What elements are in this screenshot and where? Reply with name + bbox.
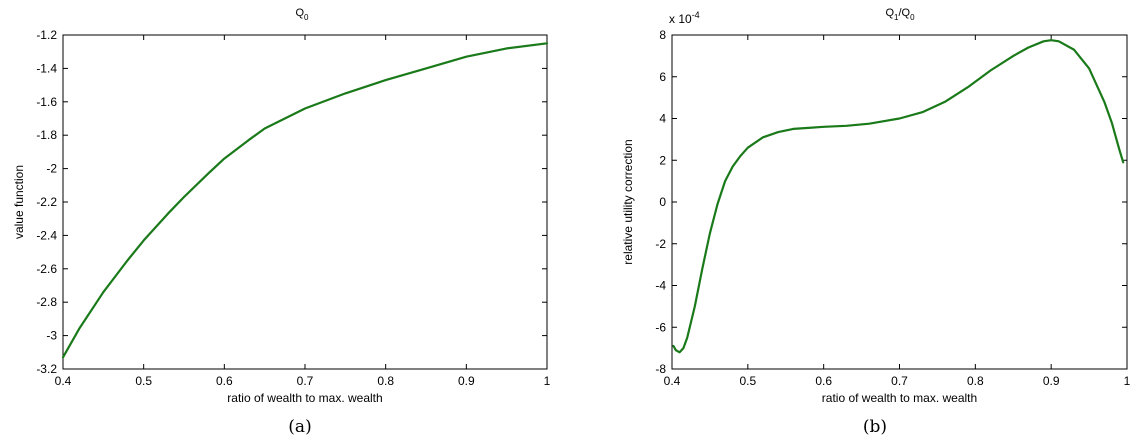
- y-tick-label: -1.4: [36, 61, 57, 75]
- y-tick-label: -6: [655, 320, 666, 334]
- y-tick-label: -1.2: [36, 28, 57, 42]
- scale-base: x 10: [669, 12, 692, 26]
- x-tick-label: 0.6: [815, 374, 832, 388]
- title-subscript-2: 0: [910, 13, 915, 22]
- panel-b: 0.4 0.5 0.6 0.7 0.8 0.9 1 -8 -6 -4 -2 0 2 4 6 8 ratio of…: [621, 7, 1131, 437]
- x-tick-label: 0.8: [967, 374, 984, 388]
- y-tick-label: 2: [659, 153, 666, 167]
- y-tick-label: 8: [659, 28, 666, 42]
- y-tick-label: -2.6: [36, 262, 57, 276]
- x-tick-label: 0.5: [739, 374, 756, 388]
- y-tick-label: 6: [659, 70, 666, 84]
- chart-title: Q1/Q0: [885, 7, 915, 22]
- y-tick-label: 4: [659, 112, 666, 126]
- chart-title: Q0: [295, 7, 309, 22]
- title-main: Q: [295, 7, 304, 19]
- axes-box: [671, 34, 1128, 370]
- x-tick-label: 0.4: [664, 374, 681, 388]
- panel-caption: (a): [288, 417, 311, 437]
- title-main: Q: [885, 7, 894, 19]
- y-tick-label: -1.6: [36, 95, 57, 109]
- y-tick-label: -1.8: [36, 128, 57, 142]
- y-tick-label: -2.8: [36, 295, 57, 309]
- x-tick-label: 0.7: [297, 374, 314, 388]
- x-axis-label: ratio of wealth to max. wealth: [822, 391, 977, 405]
- x-tick-label: 1: [1124, 374, 1131, 388]
- y-tick-label: -2: [655, 237, 666, 251]
- x-tick-label: 0.9: [458, 374, 475, 388]
- panel-caption: (b): [863, 417, 887, 437]
- x-tick-label: 0.7: [891, 374, 908, 388]
- title-subscript: 0: [304, 13, 309, 22]
- y-tick-label: -2: [46, 162, 57, 176]
- title-mid: /Q: [898, 7, 910, 19]
- title-subscript-1: 1: [894, 13, 899, 22]
- y-tick-label: -2.4: [36, 228, 57, 242]
- series-line: [672, 39, 1125, 354]
- x-axis-label: ratio of wealth to max. wealth: [227, 391, 382, 405]
- y-scale-factor: x 10-4: [669, 10, 700, 26]
- x-tick-label: 0.5: [135, 374, 152, 388]
- axes-box: [62, 34, 548, 370]
- scale-exponent: -4: [692, 10, 700, 20]
- y-tick-label: -4: [655, 279, 666, 293]
- y-tick-label: -2.2: [36, 195, 57, 209]
- y-tick-label: -8: [655, 362, 666, 376]
- series-line: [61, 42, 549, 359]
- x-tick-label: 0.4: [55, 374, 72, 388]
- y-tick-label: 0: [659, 195, 666, 209]
- y-axis-label: relative utility correction: [621, 139, 635, 264]
- y-tick-label: -3: [46, 329, 57, 343]
- x-tick-label: 0.6: [216, 374, 233, 388]
- x-tick-label: 1: [544, 374, 551, 388]
- y-tick-label: -3.2: [36, 362, 57, 376]
- panel-a: 0.4 0.5 0.6 0.7 0.8 0.9 1 -3.2 -3 -2.8 -2.6 -2.4 -2.…: [12, 7, 551, 437]
- y-axis-label: value function: [12, 165, 26, 239]
- x-tick-label: 0.9: [1043, 374, 1060, 388]
- x-tick-label: 0.8: [377, 374, 394, 388]
